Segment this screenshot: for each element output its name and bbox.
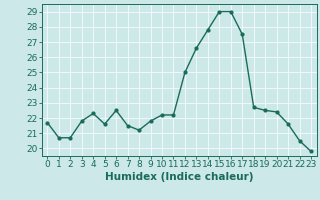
X-axis label: Humidex (Indice chaleur): Humidex (Indice chaleur) — [105, 172, 253, 182]
